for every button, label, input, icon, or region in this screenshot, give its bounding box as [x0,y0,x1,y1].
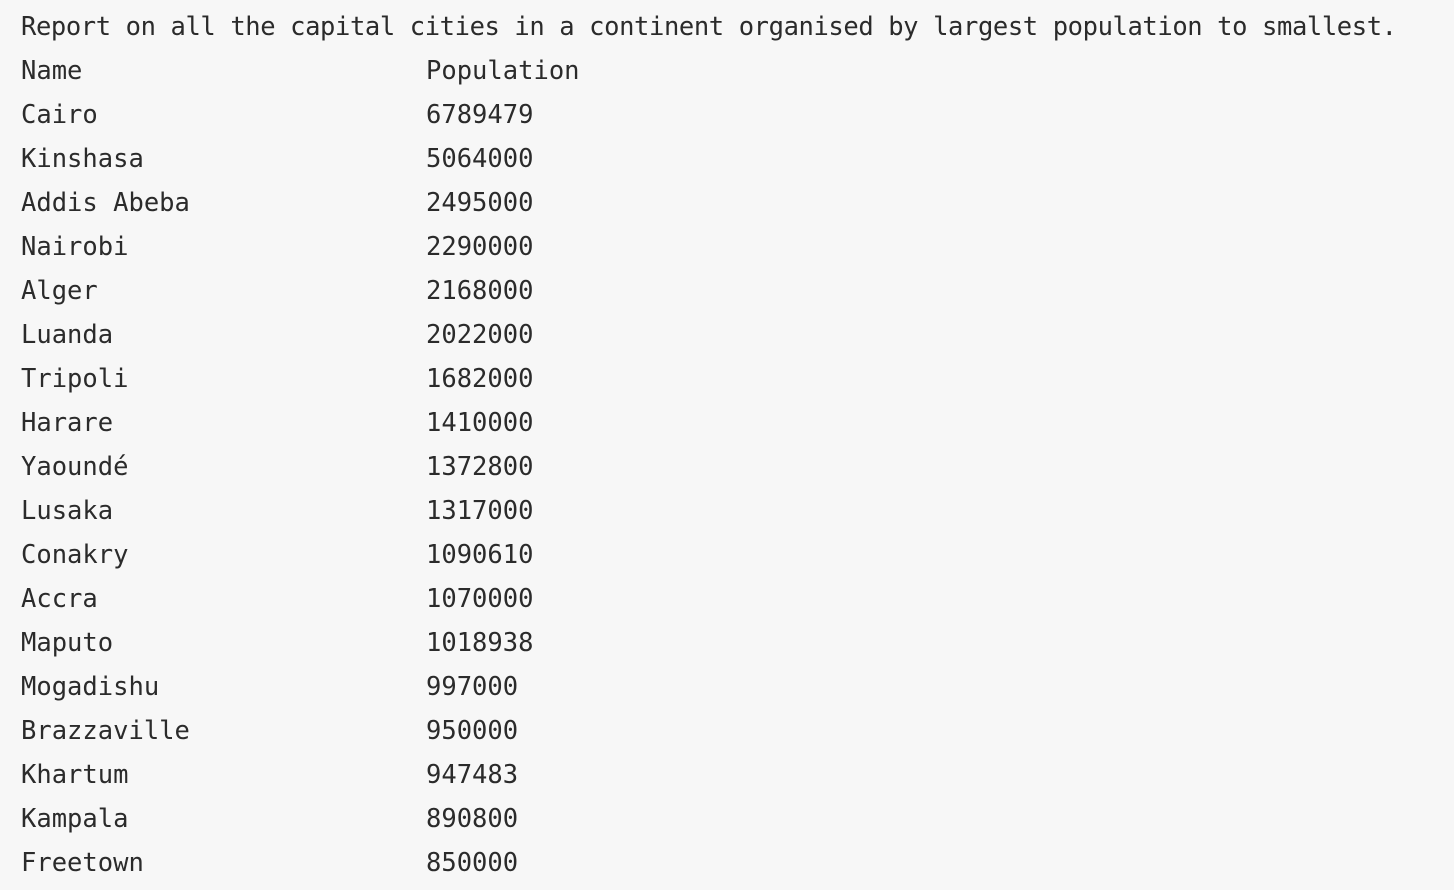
city-population: 1317000 [426,496,534,526]
table-row: Khartum 947483 [21,753,1454,797]
city-name: Khartum [21,760,129,790]
city-population: 947483 [426,760,519,790]
city-population: 1410000 [426,408,534,438]
table-row: Mogadishu 997000 [21,665,1454,709]
table-row: Alger 2168000 [21,269,1454,313]
column-header-name: Name [21,56,83,86]
table-row: Nairobi 2290000 [21,225,1454,269]
city-name: Mogadishu [21,672,160,702]
city-name: Maputo [21,628,114,658]
city-population: 2168000 [426,276,534,306]
table-row: Addis Abeba 2495000 [21,181,1454,225]
city-name: Accra [21,584,98,614]
city-name: Alger [21,276,98,306]
city-population: 6789479 [426,100,534,130]
city-population: 1372800 [426,452,534,482]
city-name: Nairobi [21,232,129,262]
city-population: 1682000 [426,364,534,394]
table-row: Kampala 890800 [21,797,1454,841]
city-population: 5064000 [426,144,534,174]
city-name: Tripoli [21,364,129,394]
table-row: Cairo 6789479 [21,93,1454,137]
city-name: Cairo [21,100,98,130]
table-row: Accra 1070000 [21,577,1454,621]
table-row: Conakry 1090610 [21,533,1454,577]
city-population: 850000 [426,848,519,878]
city-population: 890800 [426,804,519,834]
table-row: Maputo 1018938 [21,621,1454,665]
city-population: 2022000 [426,320,534,350]
table-row: Yaoundé 1372800 [21,445,1454,489]
table-row: Tripoli 1682000 [21,357,1454,401]
city-name: Brazzaville [21,716,190,746]
city-population: 1090610 [426,540,534,570]
city-population: 1070000 [426,584,534,614]
table-body: Cairo 6789479 Kinshasa 5064000 Addis Abeba 24… [21,93,1454,885]
table-row: Freetown 850000 [21,841,1454,885]
city-name: Lusaka [21,496,114,526]
city-name: Addis Abeba [21,188,190,218]
city-name: Kinshasa [21,144,144,174]
table-row: Luanda 2022000 [21,313,1454,357]
city-name: Yaoundé [21,452,129,482]
table-row: Lusaka 1317000 [21,489,1454,533]
table-header: Name Population [21,49,1454,93]
city-name: Freetown [21,848,144,878]
city-name: Kampala [21,804,129,834]
city-population: 1018938 [426,628,534,658]
report-title: Report on all the capital cities in a co… [21,12,1397,42]
column-header-population: Population [426,56,580,86]
city-name: Harare [21,408,114,438]
table-row: Kinshasa 5064000 [21,137,1454,181]
city-population: 950000 [426,716,519,746]
city-name: Luanda [21,320,114,350]
city-population: 997000 [426,672,519,702]
table-row: Harare 1410000 [21,401,1454,445]
table-row: Brazzaville 950000 [21,709,1454,753]
city-name: Conakry [21,540,129,570]
city-population: 2495000 [426,188,534,218]
city-population: 2290000 [426,232,534,262]
